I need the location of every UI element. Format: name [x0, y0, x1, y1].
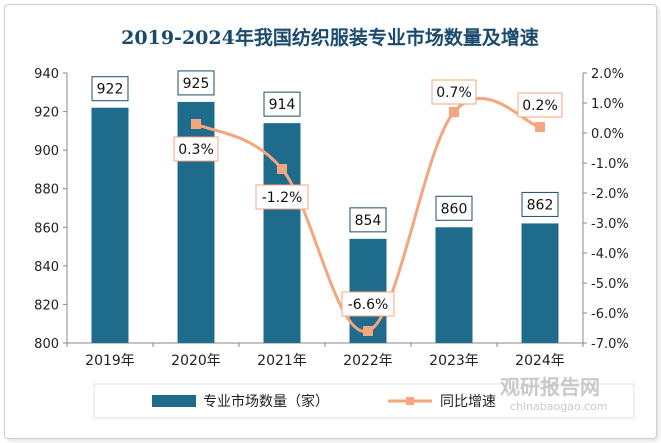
bar	[263, 123, 301, 344]
y-left-tick-label: 900	[34, 144, 59, 159]
y-right-tick-label: 0.0%	[591, 127, 624, 142]
line-point	[277, 164, 287, 174]
x-tick-label: 2023年	[429, 353, 479, 369]
x-tick-label: 2019年	[85, 353, 135, 369]
line-point	[191, 119, 201, 129]
bar-value-label-box	[349, 207, 387, 233]
legend-bar-swatch	[152, 395, 196, 407]
y-left-tick-label: 920	[34, 106, 59, 121]
x-tick-label: 2020年	[171, 353, 221, 369]
bar	[521, 223, 559, 343]
bar	[91, 107, 129, 343]
bar-value-label-box	[91, 76, 129, 102]
y-right-tick-label: 1.0%	[591, 97, 624, 112]
legend: 专业市场数量（家） 同比增速	[93, 383, 635, 419]
growth-value-label: 0.2%	[522, 98, 558, 114]
line-point	[535, 122, 545, 132]
y-right-tick-label: -5.0%	[591, 277, 629, 292]
y-right-tick-label: 2.0%	[591, 67, 624, 82]
legend-box	[93, 383, 635, 419]
legend-bar-label: 专业市场数量（家）	[203, 393, 329, 410]
legend-line-label: 同比增速	[440, 394, 496, 410]
legend-line-marker	[406, 397, 414, 405]
y-left-tick-label: 800	[34, 337, 59, 352]
y-right-tick-label: -2.0%	[591, 187, 629, 202]
y-right-tick-label: -3.0%	[591, 217, 629, 232]
y-left-tick-label: 880	[34, 183, 59, 198]
growth-value-label-box	[341, 291, 395, 317]
watermark-brand: 观研报告网	[500, 375, 600, 399]
growth-value-label-box	[517, 92, 563, 118]
y-left-tick-label: 820	[34, 298, 59, 313]
bar-value-label: 854	[355, 213, 382, 229]
watermark: 观研报告网 chinabaogao.com	[500, 375, 608, 413]
growth-value-label: -1.2%	[262, 190, 303, 206]
bar-value-label-box	[435, 195, 473, 221]
axes: 800 820 840 860 880 900 920 940 -7.0% -6.0% -5.0% -…	[34, 67, 629, 369]
growth-value-label-box	[431, 79, 477, 105]
bar-value-label: 860	[441, 201, 468, 217]
y-left-tick-label: 940	[34, 67, 59, 82]
watermark-url: chinabaogao.com	[510, 400, 608, 413]
line-point	[363, 326, 373, 336]
x-tick-label: 2022年	[343, 353, 393, 369]
bar-value-label: 925	[183, 76, 210, 92]
y-right-tick-label: -6.0%	[591, 307, 629, 322]
bar-value-label: 914	[269, 97, 296, 113]
bar	[435, 227, 473, 343]
bar-series	[91, 101, 559, 344]
x-tick-label: 2024年	[515, 353, 565, 369]
line-point	[449, 107, 459, 117]
bar-value-label-box	[263, 91, 301, 117]
growth-value-label-box	[173, 136, 219, 162]
data-labels: 922 925 914 854 860 862 0.3% -1.2% -6.6% 0.7% 0.2%	[91, 70, 563, 317]
growth-value-label: -6.6%	[348, 297, 389, 313]
bar-value-label: 922	[97, 82, 124, 98]
bar-value-label: 862	[527, 197, 554, 213]
bar-value-label-box	[521, 191, 559, 217]
y-right-tick-label: -4.0%	[591, 247, 629, 262]
growth-value-label-box	[255, 184, 309, 210]
bar-value-label-box	[177, 70, 215, 96]
growth-value-label: 0.7%	[436, 85, 472, 101]
y-left-tick-label: 840	[34, 260, 59, 275]
y-right-tick-label: -1.0%	[591, 157, 629, 172]
y-right-tick-label: -7.0%	[591, 337, 629, 352]
chart-title: 2019-2024年我国纺织服装专业市场数量及增速	[121, 26, 539, 49]
y-left-tick-label: 860	[34, 221, 59, 236]
x-tick-label: 2021年	[257, 353, 307, 369]
growth-value-label: 0.3%	[178, 142, 214, 158]
